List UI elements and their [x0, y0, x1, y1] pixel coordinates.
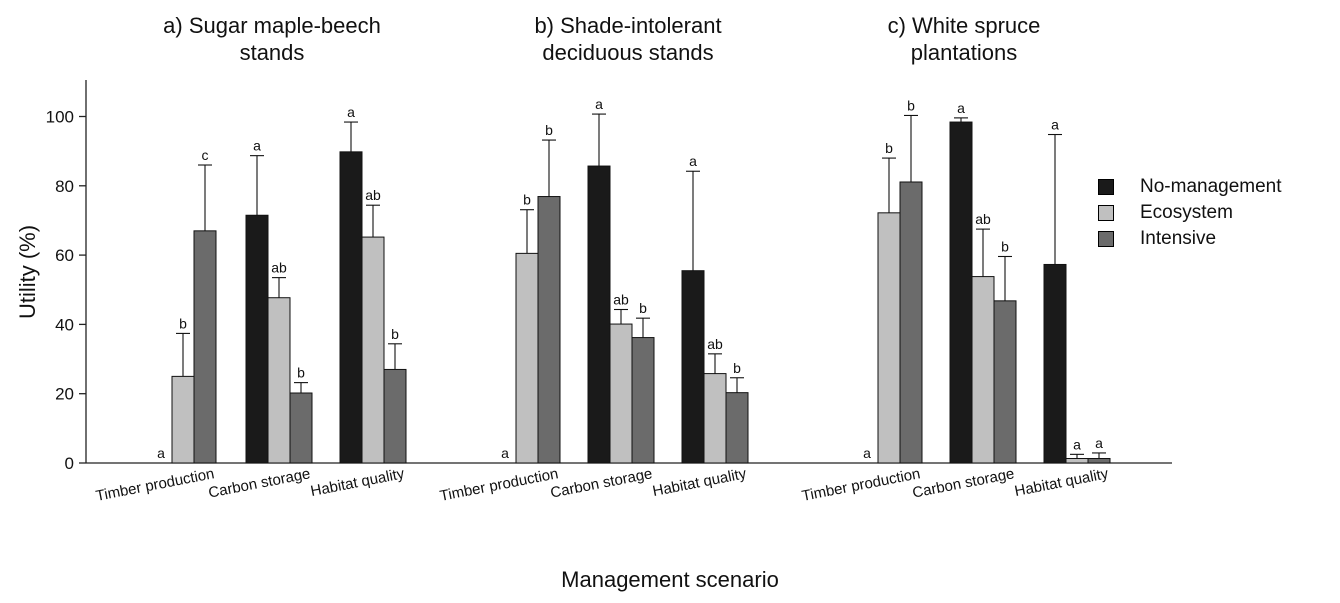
bar [993, 300, 1017, 464]
legend-label-ecosystem: Ecosystem [1140, 202, 1233, 223]
significance-letter: b [907, 97, 915, 113]
significance-letter: b [733, 360, 741, 376]
significance-letter: a [1051, 117, 1059, 133]
y-axis-label: Utility (%) [15, 224, 40, 320]
bar [1087, 457, 1111, 464]
significance-letter: a [863, 445, 871, 461]
legend-swatch-no-management [1098, 179, 1114, 195]
x-tick-label: Carbon storage [549, 465, 654, 501]
y-tick-label: 80 [55, 177, 74, 196]
bar [609, 323, 633, 464]
significance-letter: ab [613, 292, 629, 308]
legend-label-no-management: No-management [1140, 176, 1282, 197]
significance-letter: a [1073, 436, 1081, 452]
panel-c-title-line1: c) White spruce [887, 13, 1041, 38]
bar [899, 181, 923, 464]
significance-letter: b [885, 140, 893, 156]
legend-swatch-ecosystem [1098, 205, 1114, 221]
panel-a-title-line2: stands [239, 40, 305, 65]
significance-letter: b [179, 315, 187, 331]
significance-letter: a [1095, 435, 1103, 451]
panel-a-title: a) Sugar maple-beech stands [92, 12, 452, 66]
x-tick-label: Carbon storage [207, 465, 312, 501]
bar [289, 392, 313, 464]
significance-letter: a [253, 138, 261, 154]
legend-item-intensive: Intensive [1098, 226, 1282, 252]
bar [193, 230, 217, 464]
y-tick-label: 20 [55, 385, 74, 404]
significance-letter: b [1001, 238, 1009, 254]
panel-b-title-line2: deciduous stands [542, 40, 714, 65]
bar [631, 337, 655, 464]
x-tick-label: Timber production [800, 465, 921, 505]
bar [725, 392, 749, 464]
bar [361, 236, 385, 464]
bar [245, 214, 269, 464]
legend-swatch-intensive [1098, 231, 1114, 247]
y-tick-label: 0 [65, 454, 74, 473]
significance-letter: a [689, 153, 697, 169]
legend: No-management Ecosystem Intensive [1098, 174, 1282, 252]
x-tick-label: Timber production [438, 465, 559, 505]
significance-letter: ab [271, 260, 287, 276]
legend-item-ecosystem: Ecosystem [1098, 200, 1282, 226]
panel-b-title-line1: b) Shade-intolerant [534, 13, 722, 38]
bar [339, 151, 363, 464]
significance-letter: a [957, 100, 965, 116]
significance-letter: b [545, 122, 553, 138]
significance-letter: c [202, 147, 209, 163]
x-tick-label: Habitat quality [651, 465, 748, 500]
panel-b-title: b) Shade-intolerant deciduous stands [448, 12, 808, 66]
x-tick-label: Timber production [94, 465, 215, 505]
bar [537, 196, 561, 464]
legend-item-no-management: No-management [1098, 174, 1282, 200]
significance-letter: b [523, 192, 531, 208]
bar [1043, 263, 1067, 464]
significance-letter: ab [365, 187, 381, 203]
panel-a-title-line1: a) Sugar maple-beech [163, 13, 381, 38]
legend-label-intensive: Intensive [1140, 228, 1217, 249]
y-tick-label: 40 [55, 315, 74, 334]
y-tick-label: 100 [46, 108, 74, 127]
bar [877, 212, 901, 464]
x-tick-label: Habitat quality [309, 465, 406, 500]
x-tick-label: Carbon storage [911, 465, 1016, 501]
x-tick-label: Habitat quality [1013, 465, 1110, 500]
significance-letter: b [297, 365, 305, 381]
bar [703, 373, 727, 464]
significance-letter: a [595, 96, 603, 112]
bar [681, 270, 705, 464]
bar [515, 252, 539, 464]
bar [949, 121, 973, 464]
bar [587, 165, 611, 464]
significance-letter: ab [975, 211, 991, 227]
significance-letter: ab [707, 336, 723, 352]
y-tick-label: 60 [55, 246, 74, 265]
bar [383, 368, 407, 464]
significance-letter: b [391, 326, 399, 342]
panel-c-title-line2: plantations [910, 40, 1018, 65]
bar [1065, 457, 1089, 464]
bar [171, 375, 195, 464]
panel-c-title: c) White spruce plantations [784, 12, 1144, 66]
significance-letter: a [347, 104, 355, 120]
x-axis-label: Management scenario [561, 567, 779, 592]
bar [971, 276, 995, 464]
significance-letter: a [157, 445, 165, 461]
bar [267, 297, 291, 464]
significance-letter: b [639, 300, 647, 316]
significance-letter: a [501, 445, 509, 461]
